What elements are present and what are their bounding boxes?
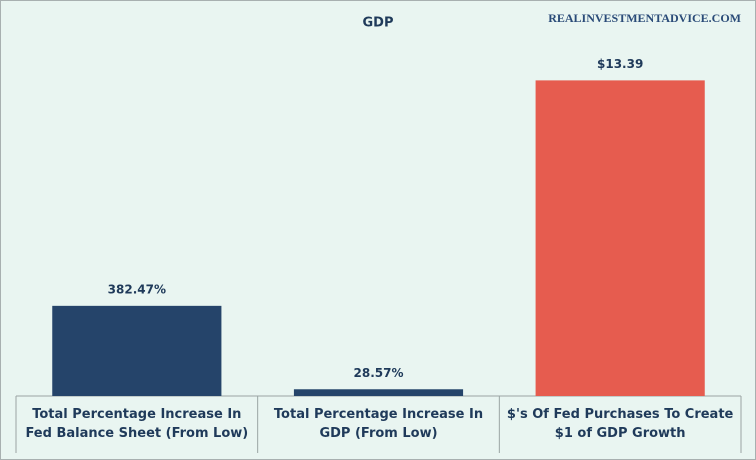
- bar: [535, 80, 705, 396]
- bar: [52, 305, 222, 396]
- value-label: 28.57%: [354, 366, 404, 380]
- value-label: $13.39: [597, 57, 643, 71]
- chart-title: GDP: [363, 16, 394, 31]
- x-tick-label: Total Percentage Increase In Fed Balance…: [25, 407, 249, 441]
- value-label: 382.47%: [108, 282, 166, 296]
- x-tick-label: Total Percentage Increase In GDP (From L…: [273, 407, 484, 441]
- x-tick-label: $'s Of Fed Purchases To Create $1 of GDP…: [506, 407, 734, 441]
- bar: [293, 389, 464, 396]
- watermark: REALINVESTMENTADVICE.COM: [548, 11, 741, 25]
